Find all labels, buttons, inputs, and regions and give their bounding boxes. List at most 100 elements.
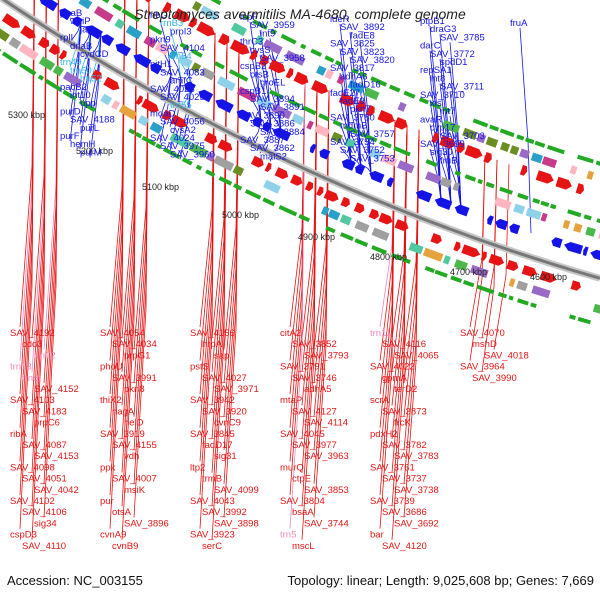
kbp-tick-label: 4900 kbp	[298, 232, 335, 242]
forward-cds-arrow	[85, 25, 103, 40]
forward-gene-label: fadD16	[350, 80, 381, 91]
reverse-gene-label: nagA	[112, 406, 135, 417]
small-feature	[577, 316, 591, 325]
forward-misc-feature	[291, 113, 305, 126]
gene-leader-line	[159, 74, 172, 95]
small-feature	[62, 89, 77, 101]
small-feature	[434, 269, 448, 278]
forward-cds-arrow	[115, 43, 131, 57]
small-feature	[390, 253, 403, 261]
reverse-gene-label: frcK	[394, 418, 412, 429]
reverse-misc-feature	[541, 156, 558, 169]
reverse-cds-arrow	[488, 253, 505, 266]
forward-misc-feature	[143, 35, 157, 49]
forward-gene-label: fruB	[440, 155, 457, 166]
forward-small-feature	[318, 113, 330, 122]
misc-feature	[339, 214, 352, 226]
forward-cds-arrow	[487, 215, 494, 226]
reverse-cds-arrow	[274, 167, 289, 180]
gene-leader-line	[79, 27, 92, 150]
kbp-ticks: 5300 kbp 5200 kbp 5100 kbp 5000 kbp 4900 kbp…	[8, 110, 567, 282]
reverse-small-feature	[489, 124, 499, 132]
gene-leader-line	[121, 0, 138, 540]
reverse-gene-label: sig34	[34, 518, 57, 529]
forward-gene-label: SAV_3894	[250, 94, 295, 105]
misc-feature	[508, 278, 516, 288]
forward-misc-feature	[306, 120, 314, 130]
reverse-cds-arrow	[535, 170, 554, 184]
forward-gene-label: purL	[80, 123, 99, 134]
forward-cds-arrow	[39, 0, 59, 12]
gene-leader-line	[339, 97, 352, 165]
forward-small-feature	[101, 0, 110, 4]
reverse-gene-label: citA2	[280, 328, 301, 339]
reverse-gene-label: SAV_3977	[292, 440, 337, 451]
small-feature	[517, 298, 529, 306]
forward-gene-label: malS2	[260, 151, 287, 162]
small-feature	[181, 157, 193, 166]
gene-leader-line	[403, 129, 420, 518]
reverse-gene-label: trn12	[34, 350, 56, 361]
forward-cds-arrow	[150, 62, 163, 75]
forward-misc-feature	[381, 153, 398, 167]
forward-gene-label: trn50	[70, 65, 92, 76]
forward-gene-label: spdD1	[440, 57, 467, 68]
reverse-gene-label: cvnB9	[112, 541, 138, 552]
forward-gene-label: SAV_3975	[160, 141, 205, 152]
reverse-gene-label: SAV_4027	[202, 373, 247, 384]
forward-gene-label: SAV_3958	[260, 53, 305, 64]
reverse-cds-arrow	[431, 132, 439, 143]
forward-gene-label: draG3	[430, 24, 456, 35]
kbp-tick-label: 4700 kbp	[450, 267, 487, 277]
misc-feature	[52, 65, 64, 77]
misc-feature	[371, 227, 390, 241]
reverse-gene-label: sig31	[214, 451, 237, 462]
gene-leader-line	[359, 114, 372, 173]
gene-leader-line	[359, 138, 372, 173]
reverse-gene-label: SAV_3692	[394, 518, 439, 529]
forward-small-feature	[583, 214, 592, 221]
reverse-small-feature	[525, 137, 535, 145]
reverse-small-feature	[403, 90, 416, 99]
reverse-gene-label: cspD3	[10, 530, 37, 541]
kbp-tick-label: 5100 kbp	[142, 182, 179, 192]
forward-gene-label: hemH	[70, 139, 95, 150]
forward-gene-label: SAV_3703	[440, 131, 485, 142]
forward-misc-feature	[271, 103, 293, 120]
reverse-misc-feature	[336, 75, 346, 85]
reverse-cds-arrow	[145, 0, 151, 3]
forward-cds-arrow	[495, 218, 509, 231]
gene-leader-line	[449, 165, 462, 209]
reverse-cds-arrow	[103, 76, 120, 91]
forward-small-feature	[228, 69, 249, 82]
reverse-cds-arrow	[135, 95, 143, 105]
misc-feature	[232, 165, 245, 177]
reverse-gene-label: bar	[370, 530, 384, 541]
reverse-cds-arrow	[480, 251, 487, 261]
small-feature	[340, 232, 354, 241]
reverse-misc-feature	[284, 50, 306, 66]
reverse-cds-arrow	[394, 219, 409, 231]
forward-small-feature	[379, 140, 392, 149]
reverse-gene-label: SAV_3783	[394, 451, 439, 462]
forward-gene-label: fadE8	[350, 30, 375, 41]
misc-feature	[213, 155, 235, 172]
forward-gene-label: SAV_3959	[250, 20, 295, 31]
reverse-gene-label: SAV_4106	[22, 507, 67, 518]
forward-cds-arrow	[415, 190, 433, 203]
forward-cds-arrow	[551, 237, 563, 249]
forward-cds-arrow	[101, 34, 115, 47]
forward-gene-label: SAV_3890	[240, 110, 285, 121]
small-feature	[162, 147, 181, 160]
reverse-gene-label: hrpA	[202, 339, 223, 350]
misc-feature	[354, 220, 370, 233]
reverse-small-feature	[516, 134, 525, 141]
reverse-gene-label: mscL	[292, 541, 315, 552]
reverse-gene-label: SAV_3761	[370, 462, 415, 473]
forward-gene-label: SAV_4056	[160, 117, 205, 128]
forward-gene-label: SAV_3699	[420, 139, 465, 150]
forward-small-feature	[477, 178, 483, 185]
reverse-gene-label: sap	[214, 350, 229, 361]
reverse-gene-label: SAV_3963	[304, 451, 349, 462]
gene-leader-line	[211, 39, 228, 540]
